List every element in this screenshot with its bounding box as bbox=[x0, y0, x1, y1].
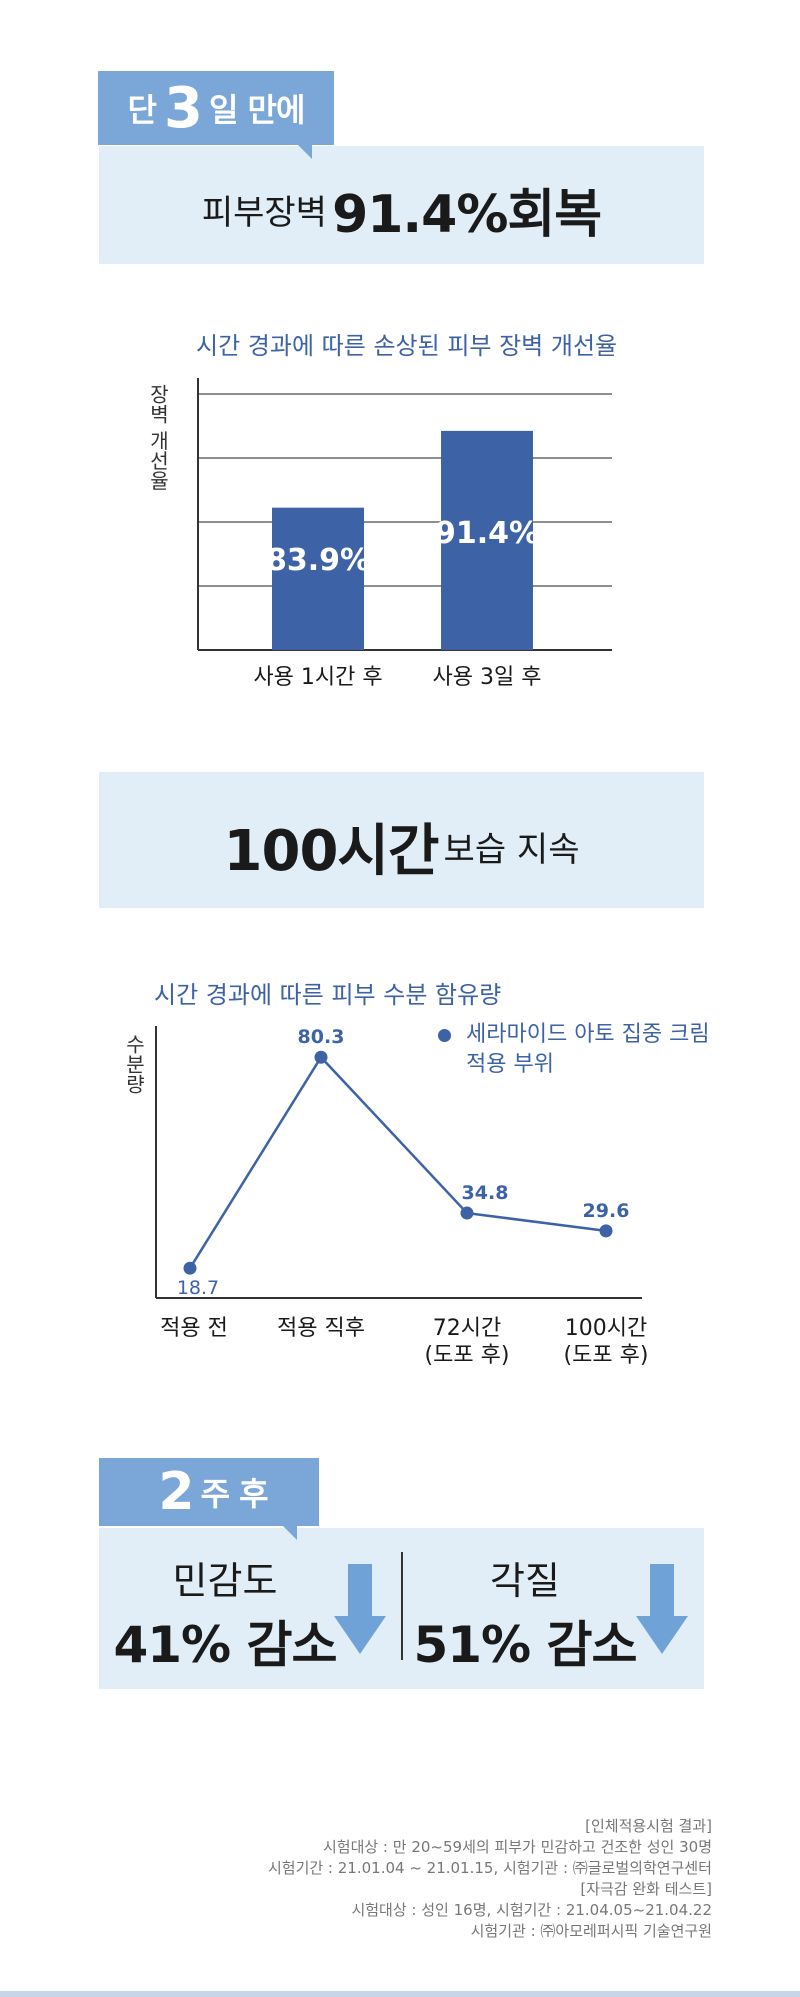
footnote-line: [자극감 완화 테스트] bbox=[580, 1880, 712, 1898]
result-divider bbox=[401, 1552, 403, 1660]
bar bbox=[272, 507, 364, 650]
moisture-headline-value: 100시간 bbox=[224, 806, 439, 887]
footnotes: [인체적용시험 결과] 시험대상 : 만 20~59세의 피부가 민감하고 건조… bbox=[268, 1816, 712, 1942]
footnote-line: 시험대상 : 성인 16명, 시험기간 : 21.04.05~21.04.22 bbox=[351, 1901, 712, 1919]
data-label: 34.8 bbox=[462, 1182, 509, 1204]
moisture-line-chart: 18.780.334.829.6적용 전 적용 직후 72시간(도포 후)100시간… bbox=[155, 1026, 649, 1368]
data-label: 83.9% bbox=[266, 543, 370, 578]
legend-line1: 세라마이드 아토 집중 크림 bbox=[466, 1022, 710, 1047]
recovery-panel bbox=[99, 146, 704, 264]
footnote-line: 시험기관 : ㈜아모레퍼시픽 기술연구원 bbox=[470, 1922, 712, 1940]
x-tick-label: 사용 3일 후 bbox=[433, 665, 542, 690]
data-label: 29.6 bbox=[583, 1200, 630, 1222]
chart2-legend: 세라마이드 아토 집중 크림 적용 부위 bbox=[438, 1020, 710, 1080]
x-tick-label: (도포 후) bbox=[425, 1343, 510, 1368]
recovery-headline: 피부장벽 91.4%회복 bbox=[99, 172, 704, 247]
x-tick-label: 사용 1시간 후 bbox=[253, 665, 382, 690]
moisture-headline-rest: 보습 지속 bbox=[443, 830, 580, 870]
footnote-line: 시험기간 : 21.01.04 ~ 21.01.15, 시험기관 : ㈜글로벌의… bbox=[267, 1859, 712, 1877]
chart2-title: 시간 경과에 따른 피부 수분 함유량 bbox=[154, 981, 502, 1009]
sensitivity-label: 민감도 bbox=[172, 1559, 278, 1603]
x-tick-label: 적용 직후 bbox=[277, 1316, 365, 1341]
legend-line2: 적용 부위 bbox=[466, 1052, 554, 1077]
chart1-title: 시간 경과에 따른 손상된 피부 장벽 개선율 bbox=[196, 332, 618, 360]
data-point bbox=[460, 1206, 474, 1220]
data-point bbox=[183, 1261, 197, 1275]
series-line bbox=[188, 1055, 607, 1269]
keratin-label: 각질 bbox=[490, 1559, 560, 1603]
two-week-tag: 2 주 후 bbox=[99, 1458, 319, 1540]
keratin-value: 51% 감소 bbox=[413, 1616, 637, 1674]
chart1-ylabel: 장벽 개선율 bbox=[146, 384, 170, 491]
tag-prefix: 단 bbox=[127, 91, 157, 129]
moisture-headline: 100시간 보습 지속 bbox=[99, 806, 704, 887]
barrier-bar-chart: 83.9% 사용 1시간 후 91.4% 사용 3일 후 bbox=[197, 378, 612, 690]
tag-number: 3 bbox=[164, 75, 203, 141]
x-tick-label: 적용 전 bbox=[160, 1316, 228, 1341]
data-label: 91.4% bbox=[435, 516, 539, 551]
chart2-ylabel: 수분량 bbox=[122, 1034, 146, 1094]
x-tick-label: 72시간 bbox=[433, 1316, 501, 1341]
sensitivity-value: 41% 감소 bbox=[113, 1616, 337, 1674]
x-tick-label: (도포 후) bbox=[564, 1343, 649, 1368]
tag-suffix: 일 만에 bbox=[208, 91, 305, 129]
moisture-panel bbox=[99, 772, 704, 908]
keratin-result: 각질 51% 감소 bbox=[410, 1550, 640, 1677]
data-label: 18.7 bbox=[177, 1277, 219, 1299]
data-label: 80.3 bbox=[298, 1026, 345, 1048]
tag2-suffix: 주 후 bbox=[200, 1475, 269, 1513]
down-arrow-icon bbox=[334, 1564, 386, 1654]
sensitivity-result: 민감도 41% 감소 bbox=[110, 1550, 340, 1677]
headline-lead: 피부장벽 bbox=[201, 193, 327, 233]
data-point bbox=[599, 1224, 613, 1238]
three-day-tag: 단 3 일 만에 bbox=[98, 71, 334, 159]
legend-marker-icon bbox=[438, 1029, 451, 1042]
bar bbox=[441, 430, 533, 650]
footnote-line: 시험대상 : 만 20~59세의 피부가 민감하고 건조한 성인 30명 bbox=[322, 1838, 712, 1856]
headline-value: 91.4%회복 bbox=[332, 185, 602, 245]
footnote-line: [인체적용시험 결과] bbox=[585, 1817, 712, 1835]
data-point bbox=[314, 1050, 328, 1064]
tag2-number: 2 bbox=[158, 1462, 194, 1522]
bottom-bar bbox=[0, 1991, 800, 1997]
x-tick-label: 100시간 bbox=[565, 1316, 647, 1341]
down-arrow-icon bbox=[636, 1564, 688, 1654]
